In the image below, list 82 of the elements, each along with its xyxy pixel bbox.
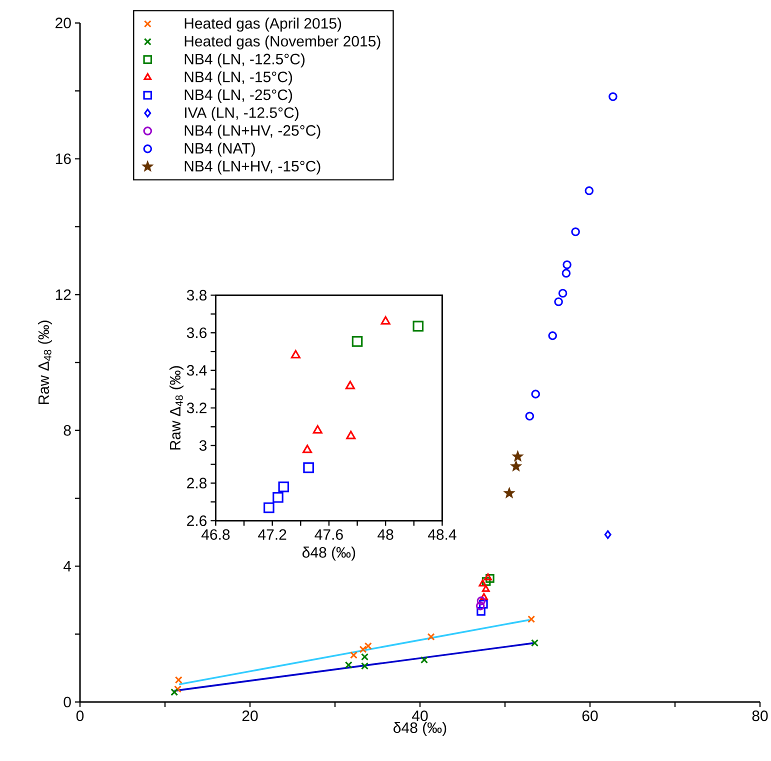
point <box>484 573 492 580</box>
x-axis-title: δ48 (‰) <box>302 546 356 561</box>
point <box>303 462 314 474</box>
point <box>278 481 290 492</box>
point <box>344 661 352 669</box>
point <box>479 600 488 609</box>
point <box>350 651 358 659</box>
point <box>525 412 534 421</box>
x-tick-label: 80 <box>752 710 768 722</box>
point <box>608 92 618 102</box>
x-tick-label: 48 <box>378 529 394 540</box>
y-tick-label: 20 <box>56 18 71 28</box>
point <box>174 676 182 684</box>
point <box>476 602 485 610</box>
point <box>511 461 521 471</box>
point <box>531 390 540 398</box>
legend-label: NB4 (NAT) <box>184 142 255 157</box>
point <box>562 268 571 278</box>
y-axis-title: Raw Δ$_{48}$ (‰) <box>170 366 184 450</box>
point <box>480 593 488 600</box>
point <box>478 579 487 586</box>
y-tick-label: 3.6 <box>186 327 207 338</box>
x-tick-label: 60 <box>582 710 598 722</box>
y-tick-label: 8 <box>64 425 71 436</box>
point <box>346 430 356 440</box>
point <box>345 380 355 390</box>
y-tick-label: 3 <box>199 440 207 451</box>
point <box>528 615 536 623</box>
point <box>312 425 322 434</box>
x-tick-label: 20 <box>242 710 258 722</box>
point <box>486 574 494 583</box>
point <box>548 331 558 340</box>
point <box>476 596 486 606</box>
point <box>412 320 424 332</box>
legend-label: NB4 (LN, -15°C) <box>184 71 292 86</box>
legend-label: Heated gas (April 2015) <box>184 18 342 32</box>
legend-label: NB4 (LN+HV, -25°C) <box>184 124 320 139</box>
y-tick-label: 0 <box>64 696 71 708</box>
point <box>482 584 490 592</box>
x-tick-label: 48.4 <box>428 529 456 540</box>
legend-label: Heated gas (November 2015) <box>184 36 380 50</box>
legend-label: NB4 (LN+HV, -15°C) <box>184 160 320 174</box>
point <box>272 492 284 503</box>
legend-label: IVA (LN, -12.5°C) <box>185 106 298 121</box>
legend-label: NB4 (LN, -25°C) <box>184 89 292 104</box>
point <box>264 502 274 514</box>
point <box>352 336 363 347</box>
y-tick-label: 4 <box>63 561 72 572</box>
point <box>170 688 178 696</box>
y-tick-label: 2.8 <box>187 478 207 488</box>
point <box>571 227 580 236</box>
point <box>584 186 594 196</box>
x-tick-label: 47.2 <box>258 529 286 540</box>
legend-label: NB4 (LN, -12.5°C) <box>184 53 305 68</box>
point <box>476 606 486 616</box>
point <box>420 656 428 664</box>
point <box>554 297 563 306</box>
x-tick-label: 46.8 <box>201 529 230 540</box>
point <box>504 488 514 498</box>
x-axis-title: δ48 (‰) <box>394 722 446 736</box>
point <box>558 288 568 298</box>
point <box>427 633 435 641</box>
x-tick-label: 47.6 <box>314 529 343 540</box>
y-tick-label: 12 <box>56 289 71 300</box>
point <box>530 639 539 647</box>
point <box>360 653 369 661</box>
y-tick-label: 2.6 <box>187 515 207 526</box>
y-tick-label: 3.8 <box>186 290 207 300</box>
point <box>562 260 572 270</box>
y-tick-label: 3.4 <box>186 365 207 376</box>
point <box>302 444 312 454</box>
point <box>604 530 612 540</box>
point <box>482 577 491 586</box>
point <box>360 662 369 670</box>
point <box>512 452 523 461</box>
y-axis-title: Raw Δ$_{48}$ (‰) <box>38 320 52 404</box>
y-tick-label: 16 <box>56 153 71 164</box>
x-tick-label: 0 <box>76 710 84 722</box>
point <box>380 316 390 325</box>
x-tick-label: 40 <box>412 710 428 722</box>
y-tick-label: 3.2 <box>186 402 206 414</box>
point <box>290 350 300 358</box>
